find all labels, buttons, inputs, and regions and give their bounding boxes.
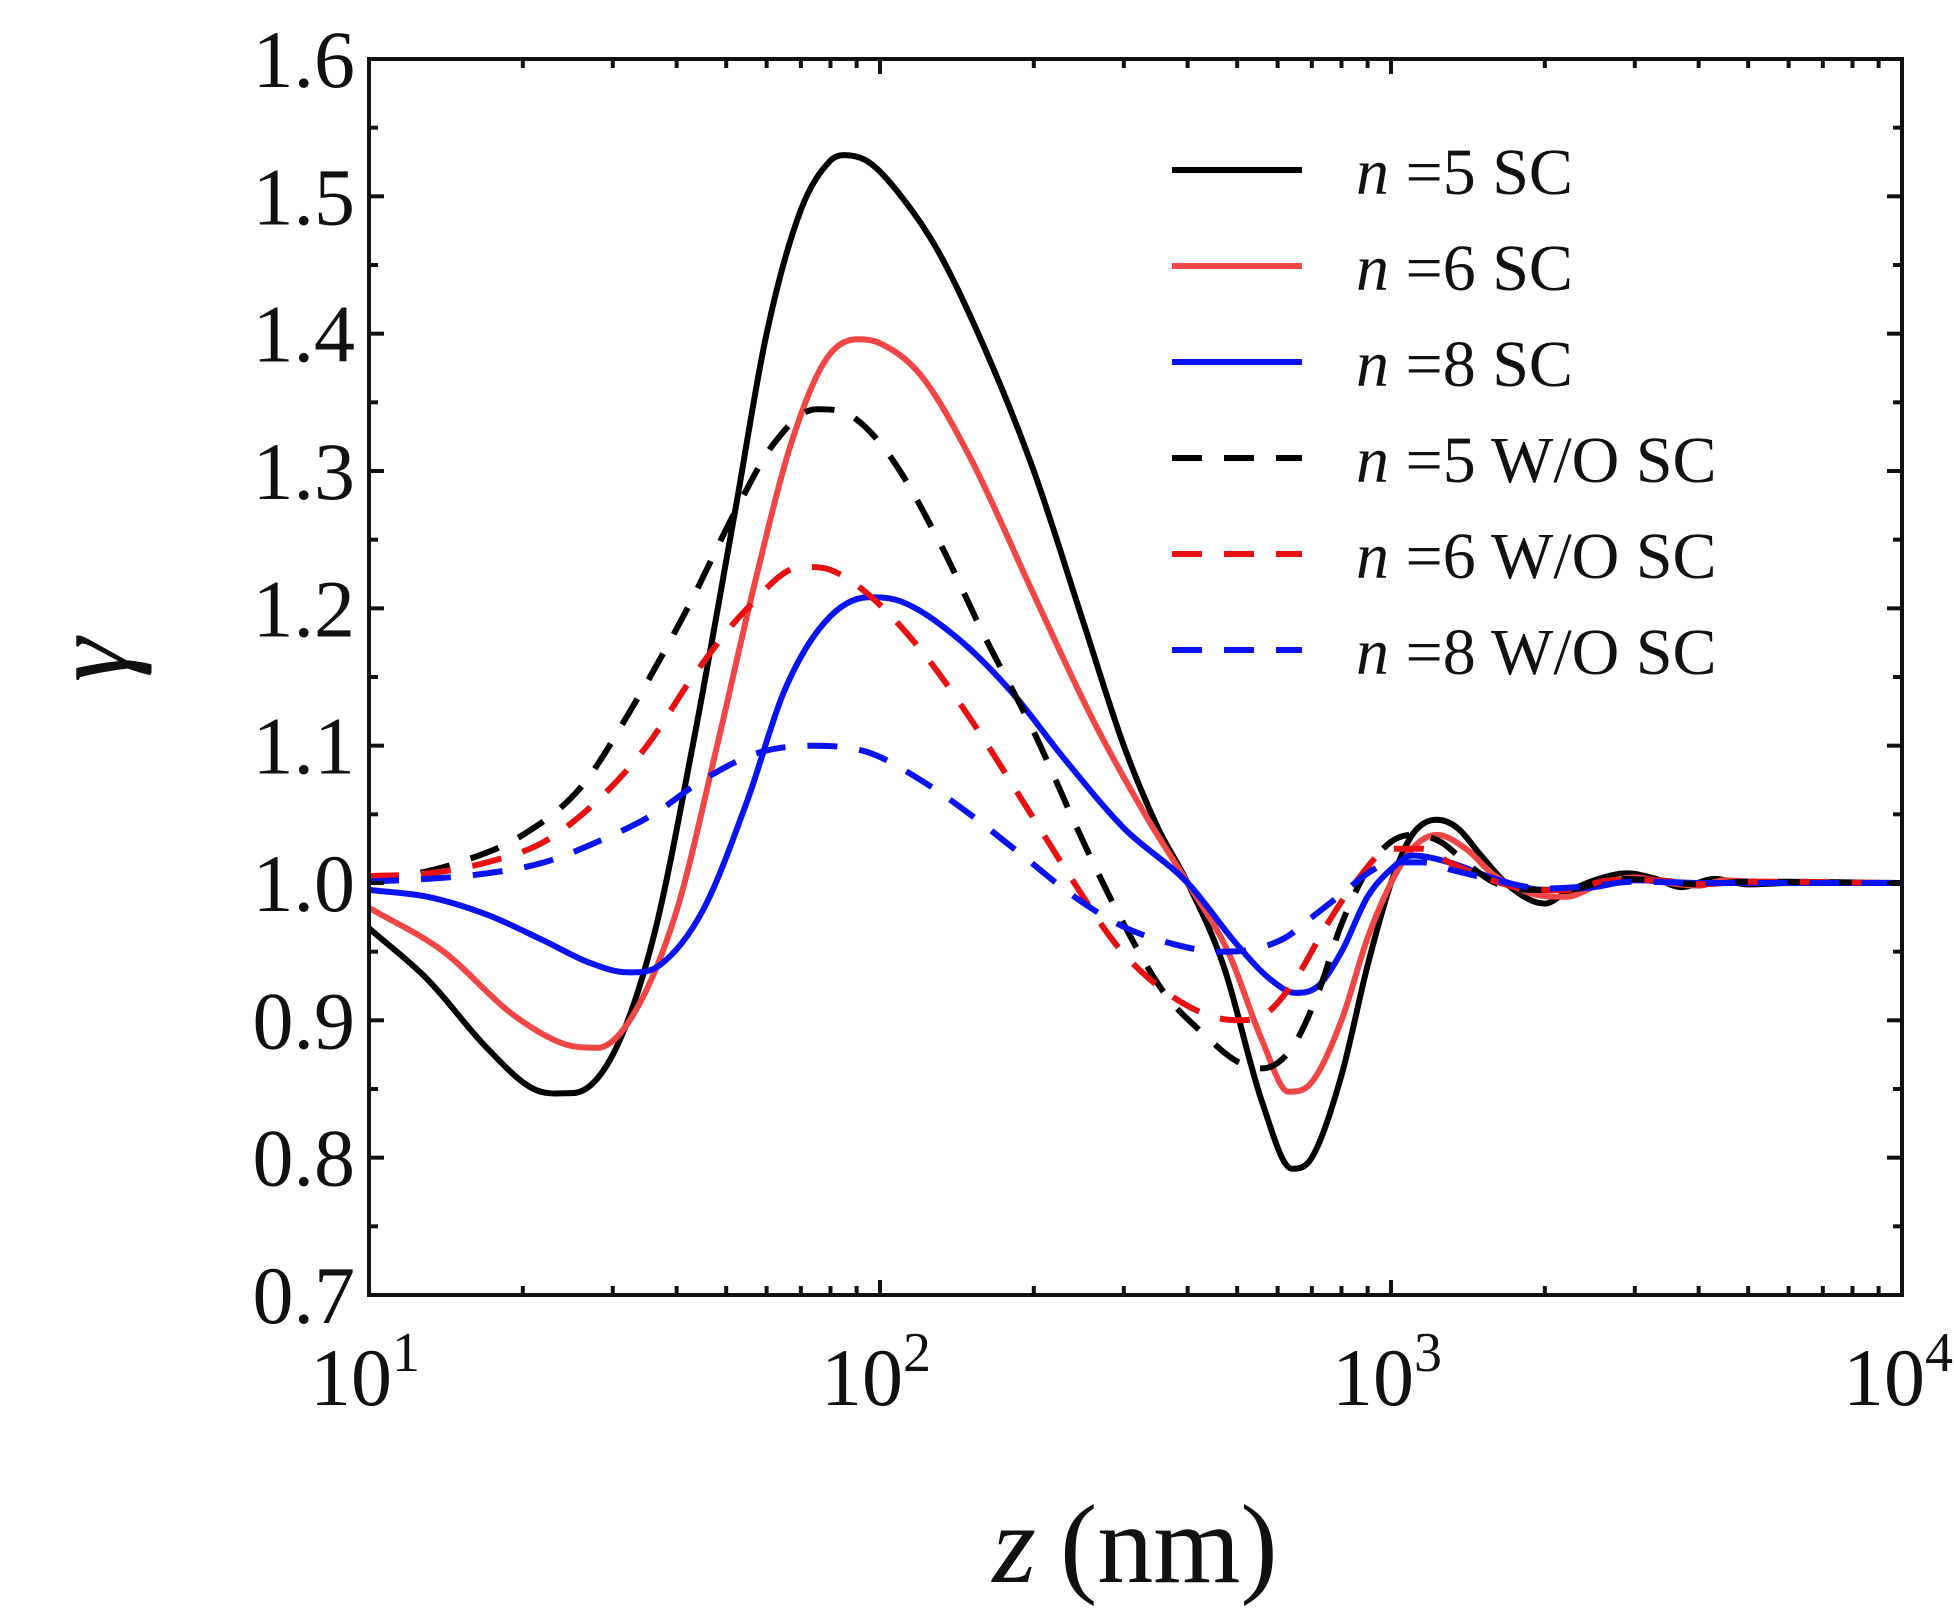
x-tick-label: 103 (1332, 1322, 1442, 1423)
legend-label-1: n =5 SC (1356, 136, 1573, 209)
y-tick-label: 1.5 (253, 151, 356, 242)
y-axis-title: γ (29, 635, 153, 682)
legend-label-4: n =5 W/O SC (1356, 424, 1717, 497)
y-tick-label: 1.0 (253, 838, 356, 929)
series-line-2 (367, 336, 1902, 1095)
series-layer (367, 152, 1903, 1172)
legend-label-3: n =8 SC (1356, 328, 1573, 401)
x-tick-label: 101 (310, 1322, 420, 1423)
legend-label-6: n =8 W/O SC (1356, 616, 1717, 689)
x-axis-unit: (nm) (1060, 1483, 1278, 1607)
y-tick-label: 1.1 (253, 701, 356, 792)
legend-label-5: n =6 W/O SC (1356, 520, 1717, 593)
y-tick-label: 1.3 (253, 426, 356, 517)
legend-label-2: n =6 SC (1356, 232, 1573, 305)
x-axis-var: z (990, 1483, 1036, 1607)
series-line-6 (368, 742, 1902, 955)
legend: n =5 SC n =6 SC n =8 SC n =5 W/O SC n =6 W/O… (1172, 136, 1717, 689)
y-tick-label: 0.8 (253, 1113, 356, 1204)
labels-layer: 0.7 0.8 0.9 1.0 1.1 1.2 1.3 1.4 1.5 1.6 101 102 103 1… (253, 14, 1954, 1423)
series-line-4 (368, 406, 1903, 1072)
x-tick-label: 104 (1843, 1322, 1953, 1423)
y-tick-label: 1.2 (253, 563, 356, 654)
plot-frame (367, 57, 1904, 1297)
y-tick-label: 1.4 (253, 289, 356, 380)
x-axis-title: z (nm) (990, 1483, 1277, 1607)
y-tick-label: 0.7 (253, 1250, 356, 1341)
x-tick-label: 102 (821, 1322, 931, 1423)
y-tick-label: 0.9 (253, 975, 356, 1066)
y-tick-label: 1.6 (253, 14, 356, 105)
